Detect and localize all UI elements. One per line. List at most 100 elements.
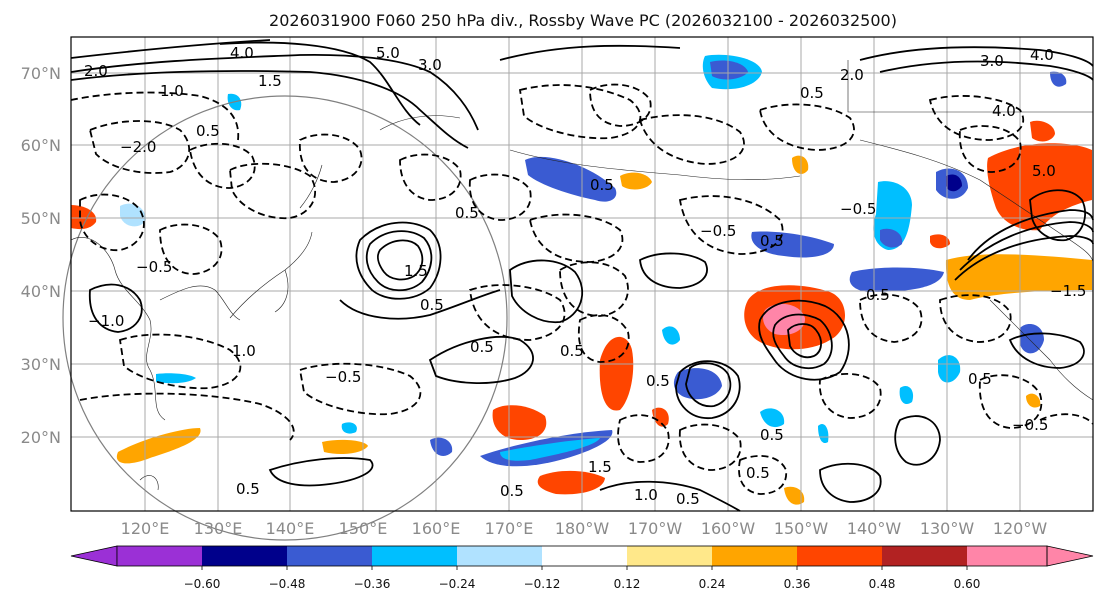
contour-label: 0.5 bbox=[866, 286, 890, 304]
lon-label: 150°E bbox=[339, 519, 388, 538]
lat-label: 70°N bbox=[21, 64, 61, 83]
contour-label: 2.0 bbox=[840, 66, 864, 84]
divergence-shading bbox=[71, 54, 1092, 505]
contour-label: −0.5 bbox=[136, 258, 172, 276]
contour-label: 1.0 bbox=[634, 486, 658, 504]
lon-label: 130°W bbox=[920, 519, 975, 538]
lat-label: 30°N bbox=[21, 355, 61, 374]
contour-label: 4.0 bbox=[992, 102, 1016, 120]
colorbar-segment bbox=[117, 546, 202, 566]
shade-positive bbox=[784, 486, 805, 505]
contour-label: 5.0 bbox=[376, 44, 400, 62]
shade-positive bbox=[537, 470, 605, 495]
contours-positive bbox=[70, 39, 1094, 512]
colorbar-min-arrow bbox=[70, 545, 118, 567]
contour-label: 0.5 bbox=[760, 232, 784, 250]
colorbar-tick: −0.60 bbox=[184, 577, 221, 591]
contour-label: 3.0 bbox=[418, 56, 442, 74]
lon-label: 160°E bbox=[412, 519, 461, 538]
shade-negative bbox=[818, 423, 829, 444]
shade-negative bbox=[1020, 324, 1044, 354]
colorbar-segment bbox=[797, 546, 882, 566]
lon-label: 140°E bbox=[266, 519, 315, 538]
contour-label: 0.5 bbox=[800, 84, 824, 102]
coastlines bbox=[70, 60, 1094, 491]
lat-label: 60°N bbox=[21, 136, 61, 155]
latitude-labels: 70°N 60°N 50°N 40°N 30°N 20°N bbox=[21, 64, 61, 447]
lon-label: 120°E bbox=[121, 519, 170, 538]
contour-label: 0.5 bbox=[420, 296, 444, 314]
lon-label: 180°W bbox=[555, 519, 610, 538]
contour-label: 1.5 bbox=[258, 72, 282, 90]
contour-label: 1.5 bbox=[404, 262, 428, 280]
shade-positive bbox=[492, 405, 547, 440]
contour-label: 0.5 bbox=[676, 490, 700, 508]
contour-labels: 4.0 4.0 5.0 3.0 2.0 1.5 1.0 0.5 −2.0 −0.… bbox=[84, 44, 1086, 508]
contour-label: 0.5 bbox=[760, 426, 784, 444]
contour-label: 0.5 bbox=[590, 176, 614, 194]
shade-positive bbox=[1030, 120, 1055, 142]
colorbar-segment bbox=[627, 546, 712, 566]
colorbar-segment bbox=[372, 546, 457, 566]
colorbar-segment bbox=[542, 546, 627, 566]
contour-label: 0.5 bbox=[646, 372, 670, 390]
shade-positive bbox=[599, 336, 634, 411]
lon-label: 120°W bbox=[993, 519, 1048, 538]
shade-positive bbox=[930, 234, 950, 249]
colorbar-segment bbox=[967, 546, 1047, 566]
contour-label: 0.5 bbox=[470, 338, 494, 356]
lat-label: 40°N bbox=[21, 282, 61, 301]
figure-title: 2026031900 F060 250 hPa div., Rossby Wav… bbox=[269, 11, 897, 30]
reference-circle bbox=[62, 95, 508, 541]
shade-negative bbox=[899, 385, 914, 405]
lon-label: 170°E bbox=[485, 519, 534, 538]
colorbar-tick: −0.12 bbox=[524, 577, 561, 591]
shade-positive bbox=[792, 155, 809, 174]
shade-negative bbox=[673, 368, 722, 400]
colorbar-segment bbox=[457, 546, 542, 566]
shade-negative bbox=[525, 156, 617, 202]
lon-label: 150°W bbox=[774, 519, 829, 538]
colorbar-tick: 0.36 bbox=[784, 577, 811, 591]
contour-label: −0.5 bbox=[1012, 416, 1048, 434]
contours-negative bbox=[70, 83, 1094, 495]
shade-negative bbox=[120, 203, 146, 227]
contour-label: 4.0 bbox=[230, 44, 254, 62]
shade-positive bbox=[1026, 393, 1041, 408]
contour-label: 5.0 bbox=[1032, 162, 1056, 180]
contour-label: 0.5 bbox=[196, 122, 220, 140]
contour-label: 3.0 bbox=[980, 52, 1004, 70]
colorbar-tick: 0.12 bbox=[614, 577, 641, 591]
map-panel: 4.0 4.0 5.0 3.0 2.0 1.5 1.0 0.5 −2.0 −0.… bbox=[62, 36, 1094, 541]
shade-negative bbox=[156, 373, 196, 384]
lat-label: 50°N bbox=[21, 209, 61, 228]
shade-negative bbox=[751, 231, 834, 258]
shade-negative bbox=[760, 408, 785, 428]
shade-positive bbox=[945, 254, 1092, 300]
colorbar-tick: 0.48 bbox=[869, 577, 896, 591]
colorbar-tick: 0.24 bbox=[699, 577, 726, 591]
lon-label: 160°W bbox=[701, 519, 756, 538]
contour-label: 0.5 bbox=[500, 482, 524, 500]
lon-label: 170°W bbox=[628, 519, 683, 538]
shade-negative bbox=[946, 174, 962, 192]
lon-label: 140°W bbox=[847, 519, 902, 538]
contour-label: 0.5 bbox=[746, 464, 770, 482]
map-frame bbox=[70, 36, 1094, 512]
lat-label: 20°N bbox=[21, 428, 61, 447]
contour-label: −1.5 bbox=[1050, 282, 1086, 300]
shade-negative bbox=[938, 355, 961, 383]
shade-positive bbox=[620, 172, 652, 190]
contour-label: −1.0 bbox=[88, 312, 124, 330]
shade-negative bbox=[341, 422, 357, 434]
colorbar-segment bbox=[202, 546, 287, 566]
colorbar-tick: 0.60 bbox=[954, 577, 981, 591]
colorbar-max-arrow bbox=[1046, 545, 1094, 567]
shade-positive bbox=[652, 407, 669, 427]
lon-label: 130°E bbox=[194, 519, 243, 538]
colorbar-segment bbox=[712, 546, 797, 566]
colorbar: −0.60 −0.48 −0.36 −0.24 −0.12 0.12 0.24 … bbox=[70, 545, 1094, 591]
longitude-labels: 120°E 130°E 140°E 150°E 160°E 170°E 180°… bbox=[121, 519, 1048, 538]
shade-negative bbox=[849, 267, 944, 292]
